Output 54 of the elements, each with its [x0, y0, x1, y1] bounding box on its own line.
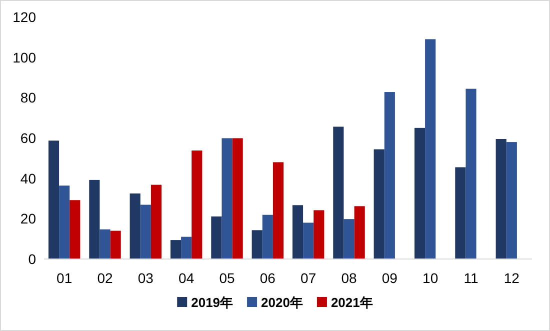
bar [48, 140, 60, 259]
bar [455, 167, 466, 259]
y-tick-label: 60 [20, 130, 36, 146]
bar [292, 205, 304, 259]
legend-label: 2019年 [191, 295, 234, 310]
bar [100, 229, 110, 259]
bar [496, 139, 506, 259]
bar [70, 200, 80, 259]
y-tick-label: 20 [20, 210, 36, 227]
x-tick-label: 03 [138, 270, 154, 286]
legend-label: 2021年 [330, 295, 373, 310]
bar [211, 216, 222, 259]
x-tick-label: 12 [504, 270, 520, 286]
bar [192, 150, 202, 259]
x-tick-label: 07 [300, 270, 316, 286]
y-tick-label: 40 [20, 170, 36, 186]
x-tick-label: 02 [97, 270, 113, 286]
bar [262, 214, 273, 259]
y-tick-label: 120 [12, 9, 36, 25]
bar [354, 206, 365, 259]
bar [181, 236, 192, 259]
bar [314, 210, 324, 259]
y-tick-label: 100 [12, 49, 36, 66]
y-tick-label: 0 [28, 251, 36, 267]
bar [130, 193, 140, 259]
x-tick-label: 05 [219, 270, 235, 286]
x-tick-label: 04 [178, 270, 194, 286]
bar [466, 88, 476, 259]
bar [110, 230, 121, 259]
legend-label: 2020年 [261, 295, 303, 310]
x-tick-label: 10 [422, 270, 438, 286]
bar [374, 149, 384, 259]
bar [140, 204, 151, 259]
y-tick-label: 80 [20, 90, 36, 106]
bar [272, 162, 284, 259]
bar [89, 180, 100, 259]
x-tick-label: 09 [382, 270, 398, 286]
x-tick-label: 01 [56, 270, 72, 286]
bar [170, 240, 182, 259]
bar [425, 39, 436, 259]
bar [59, 186, 70, 259]
bar [506, 142, 517, 259]
bar [252, 230, 262, 259]
x-tick-label: 08 [341, 270, 357, 286]
bar [333, 126, 344, 259]
bar [344, 219, 354, 259]
bar [414, 128, 426, 259]
bar [384, 92, 395, 259]
x-tick-label: 06 [260, 270, 276, 286]
bar [222, 138, 232, 259]
bar [303, 222, 314, 259]
x-tick-label: 11 [464, 270, 478, 286]
bar [232, 138, 243, 259]
bar [150, 184, 162, 259]
